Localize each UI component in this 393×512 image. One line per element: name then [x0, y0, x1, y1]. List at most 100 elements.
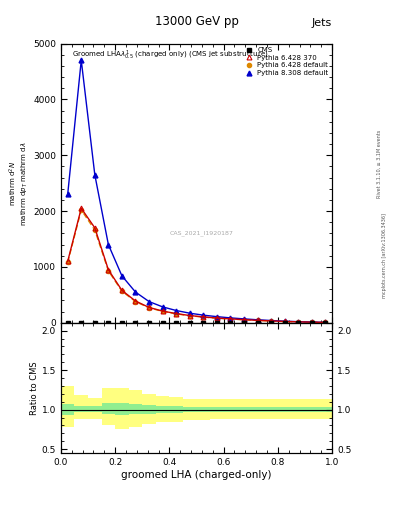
Pythia 6.428 370: [119, 287, 124, 293]
Pythia 8.308 default: [79, 57, 84, 63]
Line: CMS: CMS: [66, 321, 327, 325]
Bar: [101, 388, 115, 425]
Pythia 6.428 370: [133, 298, 138, 304]
Pythia 8.308 default: [242, 316, 246, 322]
Pythia 8.308 default: [323, 319, 328, 326]
Pythia 6.428 default: [160, 308, 165, 314]
X-axis label: groomed LHA (charged-only): groomed LHA (charged-only): [121, 470, 272, 480]
Pythia 6.428 370: [215, 315, 219, 321]
Bar: [169, 406, 183, 413]
Pythia 6.428 default: [296, 319, 301, 325]
CMS: [187, 319, 192, 326]
CMS: [65, 319, 70, 326]
Text: mcplots.cern.ch [arXiv:1306.3436]: mcplots.cern.ch [arXiv:1306.3436]: [382, 214, 387, 298]
Pythia 8.308 default: [147, 298, 151, 305]
Bar: [292, 407, 305, 412]
Bar: [278, 407, 292, 412]
Pythia 6.428 default: [147, 305, 151, 311]
Y-axis label: Ratio to CMS: Ratio to CMS: [30, 361, 39, 415]
Text: Rivet 3.1.10, ≥ 3.1M events: Rivet 3.1.10, ≥ 3.1M events: [377, 130, 382, 198]
Pythia 6.428 370: [242, 316, 246, 323]
Pythia 6.428 default: [65, 260, 70, 266]
Pythia 8.308 default: [309, 319, 314, 325]
Bar: [101, 403, 115, 414]
Pythia 6.428 default: [201, 314, 206, 320]
CMS: [106, 319, 111, 326]
Bar: [129, 404, 142, 414]
Text: Jets: Jets: [312, 18, 332, 28]
Pythia 6.428 370: [106, 267, 111, 273]
Pythia 8.308 default: [92, 172, 97, 178]
Bar: [318, 407, 332, 412]
Pythia 6.428 370: [187, 312, 192, 318]
CMS: [174, 319, 178, 326]
Bar: [278, 399, 292, 419]
Pythia 6.428 370: [282, 318, 287, 325]
Pythia 6.428 370: [269, 318, 274, 324]
Bar: [210, 399, 224, 419]
Pythia 6.428 370: [201, 314, 206, 320]
Pythia 6.428 default: [323, 319, 328, 326]
Pythia 8.308 default: [133, 289, 138, 295]
Bar: [318, 399, 332, 419]
Pythia 8.308 default: [201, 312, 206, 318]
Bar: [224, 399, 237, 419]
Text: 13000 GeV pp: 13000 GeV pp: [154, 15, 239, 28]
Pythia 6.428 370: [79, 205, 84, 211]
Pythia 8.308 default: [269, 317, 274, 324]
Pythia 6.428 370: [255, 317, 260, 324]
CMS: [242, 319, 246, 326]
Bar: [183, 399, 196, 420]
Pythia 6.428 default: [106, 268, 111, 274]
Bar: [183, 407, 196, 412]
Pythia 8.308 default: [119, 273, 124, 279]
Bar: [88, 398, 101, 419]
CMS: [79, 319, 84, 326]
Bar: [169, 397, 183, 421]
Pythia 8.308 default: [296, 318, 301, 325]
Bar: [61, 404, 75, 415]
Pythia 6.428 default: [282, 318, 287, 325]
Pythia 6.428 370: [147, 304, 151, 310]
Line: Pythia 6.428 default: Pythia 6.428 default: [66, 208, 327, 325]
Bar: [196, 399, 210, 420]
Line: Pythia 6.428 370: Pythia 6.428 370: [65, 206, 328, 325]
Pythia 6.428 370: [92, 225, 97, 231]
Bar: [237, 399, 251, 419]
Bar: [142, 405, 156, 414]
Bar: [129, 390, 142, 427]
Pythia 8.308 default: [215, 313, 219, 319]
CMS: [215, 319, 219, 326]
Pythia 8.308 default: [174, 307, 178, 313]
Bar: [61, 386, 75, 427]
CMS: [309, 319, 314, 326]
CMS: [133, 319, 138, 326]
Pythia 6.428 370: [296, 319, 301, 325]
Pythia 8.308 default: [282, 318, 287, 324]
Bar: [75, 406, 88, 412]
Bar: [88, 406, 101, 412]
Pythia 6.428 default: [187, 313, 192, 319]
Bar: [305, 399, 318, 419]
Pythia 6.428 370: [323, 319, 328, 326]
CMS: [255, 319, 260, 326]
Pythia 8.308 default: [228, 315, 233, 321]
Pythia 8.308 default: [106, 242, 111, 248]
Bar: [224, 407, 237, 412]
Bar: [156, 396, 169, 422]
Bar: [210, 407, 224, 412]
Bar: [305, 407, 318, 412]
Bar: [264, 399, 278, 419]
Pythia 8.308 default: [255, 317, 260, 323]
Pythia 6.428 default: [215, 315, 219, 322]
Legend: CMS, Pythia 6.428 370, Pythia 6.428 default, Pythia 8.308 default: CMS, Pythia 6.428 370, Pythia 6.428 defa…: [242, 46, 330, 78]
CMS: [201, 319, 206, 326]
CMS: [160, 319, 165, 326]
Pythia 8.308 default: [160, 304, 165, 310]
Pythia 6.428 370: [228, 316, 233, 322]
Line: Pythia 8.308 default: Pythia 8.308 default: [65, 58, 328, 325]
Bar: [156, 406, 169, 413]
Bar: [251, 399, 264, 419]
Bar: [292, 399, 305, 419]
Pythia 6.428 default: [92, 227, 97, 233]
